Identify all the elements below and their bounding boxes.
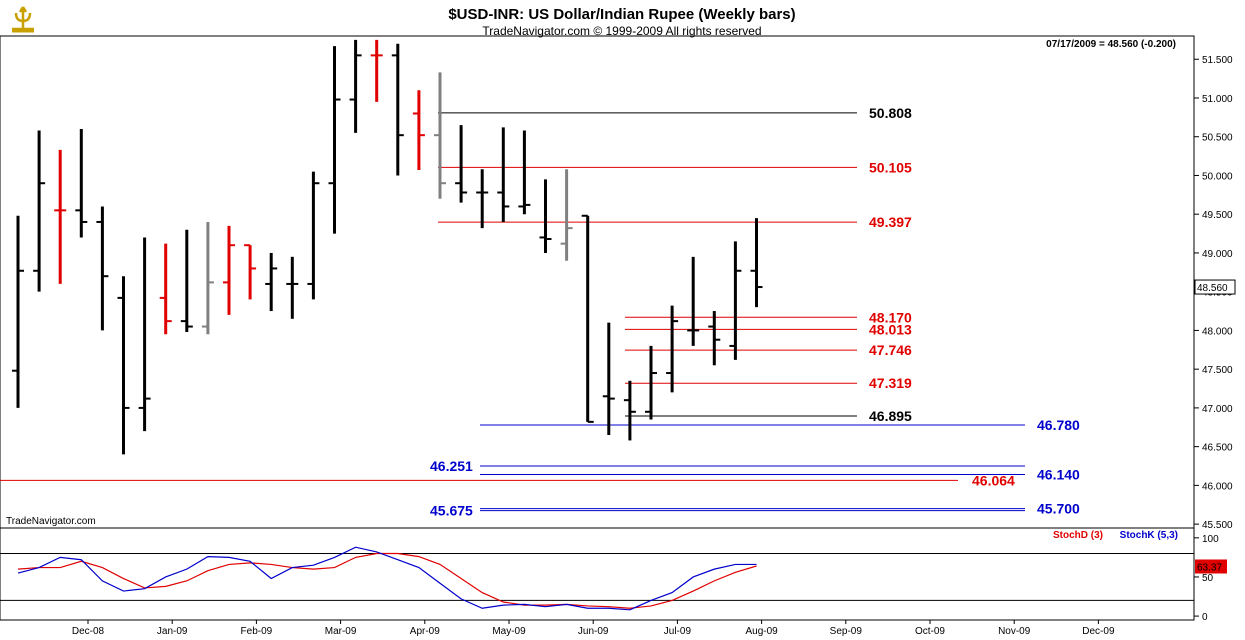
- price-bar: [581, 214, 594, 423]
- price-bar: [54, 149, 67, 284]
- price-tick-label: 50.000: [1202, 171, 1233, 182]
- price-bar: [645, 345, 657, 420]
- price-bar: [455, 125, 468, 203]
- price-tick-label: 51.000: [1202, 94, 1233, 105]
- price-bar: [518, 130, 531, 215]
- price-bar: [476, 169, 489, 229]
- level-label: 49.397: [869, 214, 912, 230]
- price-tick-label: 49.000: [1202, 249, 1233, 260]
- legend-stoch-d: StochD (3): [1053, 530, 1103, 541]
- price-bar: [412, 90, 425, 171]
- price-bar: [328, 46, 341, 234]
- price-bar: [33, 130, 46, 292]
- level-label: 46.251: [430, 458, 473, 474]
- price-bar: [138, 237, 151, 432]
- legend-stoch-k: StochK (5,3): [1120, 530, 1178, 541]
- x-tick-label: Sep-09: [830, 626, 863, 637]
- x-tick-label: Nov-09: [998, 626, 1031, 637]
- price-bar: [497, 127, 510, 222]
- price-bar: [666, 305, 679, 393]
- price-tick-label: 47.000: [1202, 404, 1233, 415]
- x-tick-label: Jul-09: [664, 626, 692, 637]
- price-bar: [286, 256, 299, 319]
- stochastic-lines: [17, 546, 757, 611]
- price-bar: [180, 229, 193, 332]
- stoch-tick-label: 0: [1202, 612, 1208, 623]
- price-tick-label: 49.500: [1202, 210, 1233, 221]
- level-label: 46.895: [869, 408, 912, 424]
- price-bar: [201, 221, 214, 335]
- price-y-axis: 45.500 46.000 46.500 47.000 47.500 48.000 48.5…: [1194, 55, 1236, 531]
- level-label: 45.675: [430, 503, 473, 519]
- x-tick-label: Apr-09: [410, 626, 440, 637]
- price-bar: [729, 241, 742, 360]
- price-bar: [623, 380, 636, 441]
- x-tick-label: Dec-09: [1082, 626, 1115, 637]
- x-tick-label: Jan-09: [157, 626, 188, 637]
- stoch-last-box: [1195, 559, 1227, 574]
- price-bar: [602, 322, 615, 436]
- level-label: 47.746: [869, 342, 912, 358]
- price-bar: [117, 276, 130, 455]
- watermark: TradeNavigator.com: [6, 516, 96, 527]
- stoch-tick-label: 100: [1202, 534, 1219, 545]
- price-bar: [391, 43, 404, 176]
- x-tick-label: Dec-08: [72, 626, 105, 637]
- price-bar: [223, 225, 235, 315]
- level-label: 46.064: [972, 472, 1015, 488]
- price-bar: [708, 311, 721, 366]
- price-tick-label: 47.500: [1202, 365, 1233, 376]
- price-bar: [370, 39, 383, 102]
- price-tick-label: 46.000: [1202, 481, 1233, 492]
- price-bar: [96, 206, 109, 331]
- level-label: 48.170: [869, 309, 912, 325]
- level-label: 46.780: [1037, 417, 1080, 433]
- price-tick-label: 51.500: [1202, 55, 1233, 66]
- level-label: 48.013: [869, 321, 912, 337]
- stochastic-panel: [0, 527, 1195, 621]
- x-tick-label: Aug-09: [745, 626, 778, 637]
- price-bar: [434, 72, 446, 199]
- x-axis: Dec-08 Jan-09 Feb-09 Mar-09 Apr-09 May-09 Jun-…: [72, 620, 1115, 637]
- stochastic-y-axis: 0 50 100 63.37: [0, 534, 1227, 623]
- level-label: 46.140: [1037, 467, 1080, 483]
- stoch-tick-label: 50: [1202, 573, 1214, 584]
- price-bar: [349, 39, 362, 133]
- price-tick-label: 48.000: [1202, 326, 1233, 337]
- chart-title: $USD-INR: US Dollar/Indian Rupee (Weekly…: [448, 6, 795, 23]
- level-label: 45.700: [1037, 501, 1080, 517]
- price-bar: [265, 252, 278, 312]
- x-tick-label: Mar-09: [325, 626, 357, 637]
- level-label: 50.808: [869, 105, 912, 121]
- chart-subtitle: TradeNavigator.com © 1999-2009 All right…: [482, 24, 761, 38]
- price-bar: [12, 215, 24, 408]
- price-bar: [560, 169, 573, 261]
- x-tick-label: Jun-09: [578, 626, 609, 637]
- level-label: 47.319: [869, 375, 912, 391]
- last-bar-info: 07/17/2009 = 48.560 (-0.200): [1046, 39, 1176, 50]
- price-tick-label: 45.500: [1202, 520, 1233, 531]
- price-tick-label: 50.500: [1202, 133, 1233, 144]
- x-tick-label: Feb-09: [241, 626, 273, 637]
- price-tick-label: 46.500: [1202, 443, 1233, 454]
- price-bar: [750, 218, 763, 308]
- level-label: 50.105: [869, 159, 912, 175]
- x-tick-label: May-09: [492, 626, 526, 637]
- trident-logo-icon: [8, 3, 38, 35]
- x-tick-label: Oct-09: [915, 626, 945, 637]
- price-bar: [244, 244, 257, 300]
- stoch-line: [17, 546, 757, 611]
- price-panel: [0, 35, 1195, 529]
- last-price-label: 48.560: [1197, 283, 1228, 294]
- stoch-last-label: 63.37: [1197, 562, 1222, 573]
- last-price-box: [1194, 279, 1236, 295]
- price-bar: [539, 179, 552, 253]
- price-bar: [159, 243, 172, 335]
- price-bar: [307, 171, 320, 300]
- price-bar: [687, 256, 700, 346]
- price-bars: [12, 39, 763, 455]
- price-bar: [75, 128, 88, 238]
